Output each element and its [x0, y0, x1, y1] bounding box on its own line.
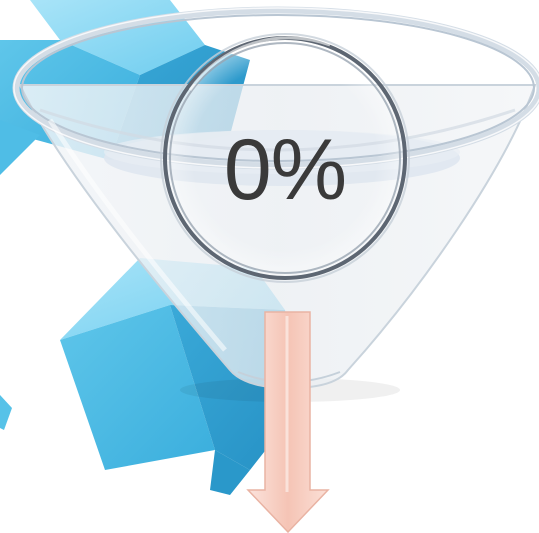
cube-fragment [0, 395, 12, 430]
percent-value-label: 0% [223, 122, 347, 218]
down-arrow-icon [246, 311, 330, 533]
magnifier-ring [160, 33, 410, 283]
